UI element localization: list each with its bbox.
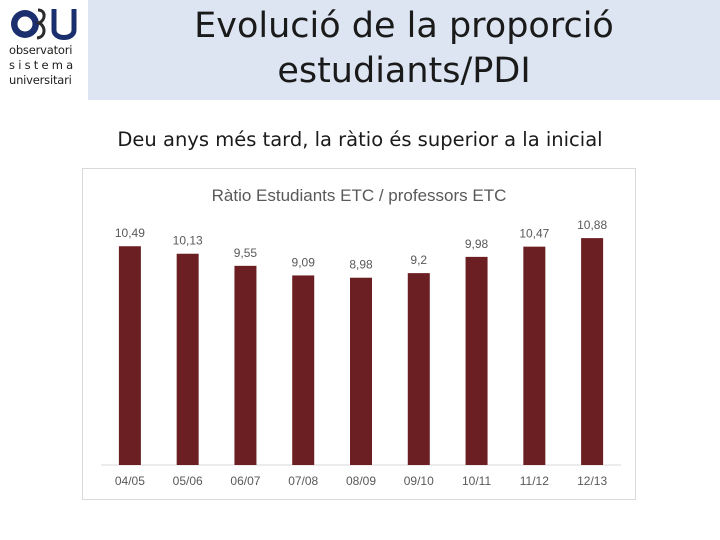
data-label: 10,13	[173, 234, 203, 248]
data-label: 8,98	[349, 258, 373, 272]
bar-12-13	[581, 238, 604, 465]
title-banner	[88, 0, 720, 100]
x-tick-label: 12/13	[577, 474, 607, 488]
chart-title: Ràtio Estudiants ETC / professors ETC	[212, 186, 507, 205]
slide-title-line2: estudiants/PDI	[277, 51, 531, 91]
osu-logo-mark-icon	[11, 8, 77, 40]
bar-09-10	[407, 273, 430, 465]
logo-text-line1: observatori	[9, 43, 73, 57]
bar-08-09	[350, 277, 372, 465]
osu-logo: observatori sistema universitari	[0, 0, 88, 100]
logo-text-line2: sistema	[9, 58, 77, 72]
slide-title: Evolució de la proporció estudiants/PDI	[88, 4, 720, 94]
slide-subtitle: Deu anys més tard, la ràtio és superior …	[117, 128, 603, 151]
x-tick-label: 08/09	[346, 474, 376, 488]
bar-05-06	[176, 253, 199, 465]
logo-text-line3: universitari	[9, 73, 72, 87]
bar-04-05	[118, 246, 141, 465]
bar-chart: Ràtio Estudiants ETC / professors ETC 10,…	[101, 186, 621, 488]
x-tick-label: 11/12	[520, 474, 549, 488]
data-label: 10,88	[577, 218, 607, 232]
data-label: 10,47	[519, 227, 549, 241]
bar-10-11	[465, 256, 488, 465]
data-label: 9,98	[465, 237, 489, 251]
data-label: 10,49	[115, 226, 145, 240]
bar-11-12	[523, 246, 546, 465]
chart-frame: Ràtio Estudiants ETC / professors ETC 10,…	[82, 168, 636, 500]
slide-title-line1: Evolució de la proporció	[194, 6, 614, 46]
x-tick-label: 04/05	[115, 474, 145, 488]
bar-06-07	[234, 265, 257, 465]
x-tick-label: 09/10	[404, 474, 434, 488]
data-label: 9,2	[410, 253, 427, 267]
bar-07-08	[292, 275, 315, 465]
x-tick-label: 06/07	[230, 474, 260, 488]
data-label: 9,09	[292, 255, 316, 269]
x-tick-label: 10/11	[462, 474, 491, 488]
data-label: 9,55	[234, 246, 258, 260]
x-tick-label: 07/08	[288, 474, 318, 488]
x-tick-label: 05/06	[173, 474, 203, 488]
